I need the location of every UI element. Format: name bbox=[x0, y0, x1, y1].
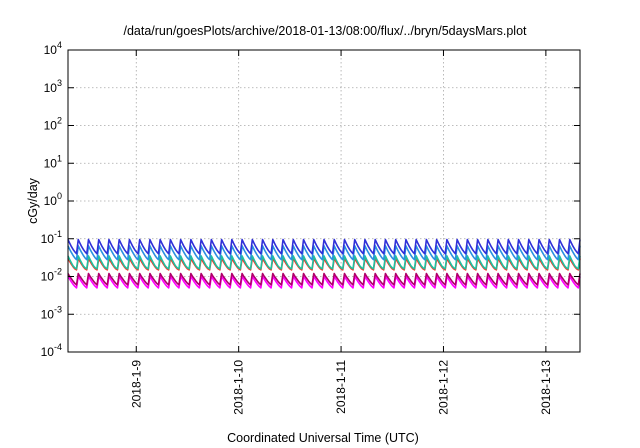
axes-layer: 10-4 10-3 10-2 10-1 100 101 102 103 104 2018-1-9 2… bbox=[41, 40, 581, 415]
x-tick-label: 2018-1-13 bbox=[539, 360, 553, 415]
series-line-2 bbox=[67, 272, 581, 286]
x-tick-label: 2018-1-10 bbox=[232, 360, 246, 415]
plot-frame bbox=[67, 49, 581, 353]
y-tick-label: 104 bbox=[44, 40, 62, 57]
y-tick-label: 10-2 bbox=[41, 267, 62, 284]
series-line-4 bbox=[67, 255, 581, 270]
y-tick-label: 100 bbox=[44, 191, 62, 208]
y-tick-label: 10-3 bbox=[41, 304, 62, 321]
y-tick-label: 10-4 bbox=[41, 342, 62, 359]
y-tick-label: 103 bbox=[44, 78, 62, 95]
x-tick-label: 2018-1-9 bbox=[129, 360, 143, 408]
y-tick-label: 102 bbox=[44, 116, 62, 133]
x-tick-label: 2018-1-11 bbox=[334, 360, 348, 414]
x-axis-label: Coordinated Universal Time (UTC) bbox=[227, 431, 419, 445]
y-tick-label: 101 bbox=[44, 153, 62, 170]
series-line-6 bbox=[67, 238, 581, 255]
y-axis-label: cGy/day bbox=[26, 177, 40, 224]
y-tick-label: 10-1 bbox=[41, 229, 62, 246]
series-layer bbox=[67, 238, 581, 289]
chart-title: /data/run/goesPlots/archive/2018-01-13/0… bbox=[123, 24, 527, 38]
grid-layer bbox=[68, 50, 580, 352]
x-tick-label: 2018-1-12 bbox=[436, 360, 450, 415]
